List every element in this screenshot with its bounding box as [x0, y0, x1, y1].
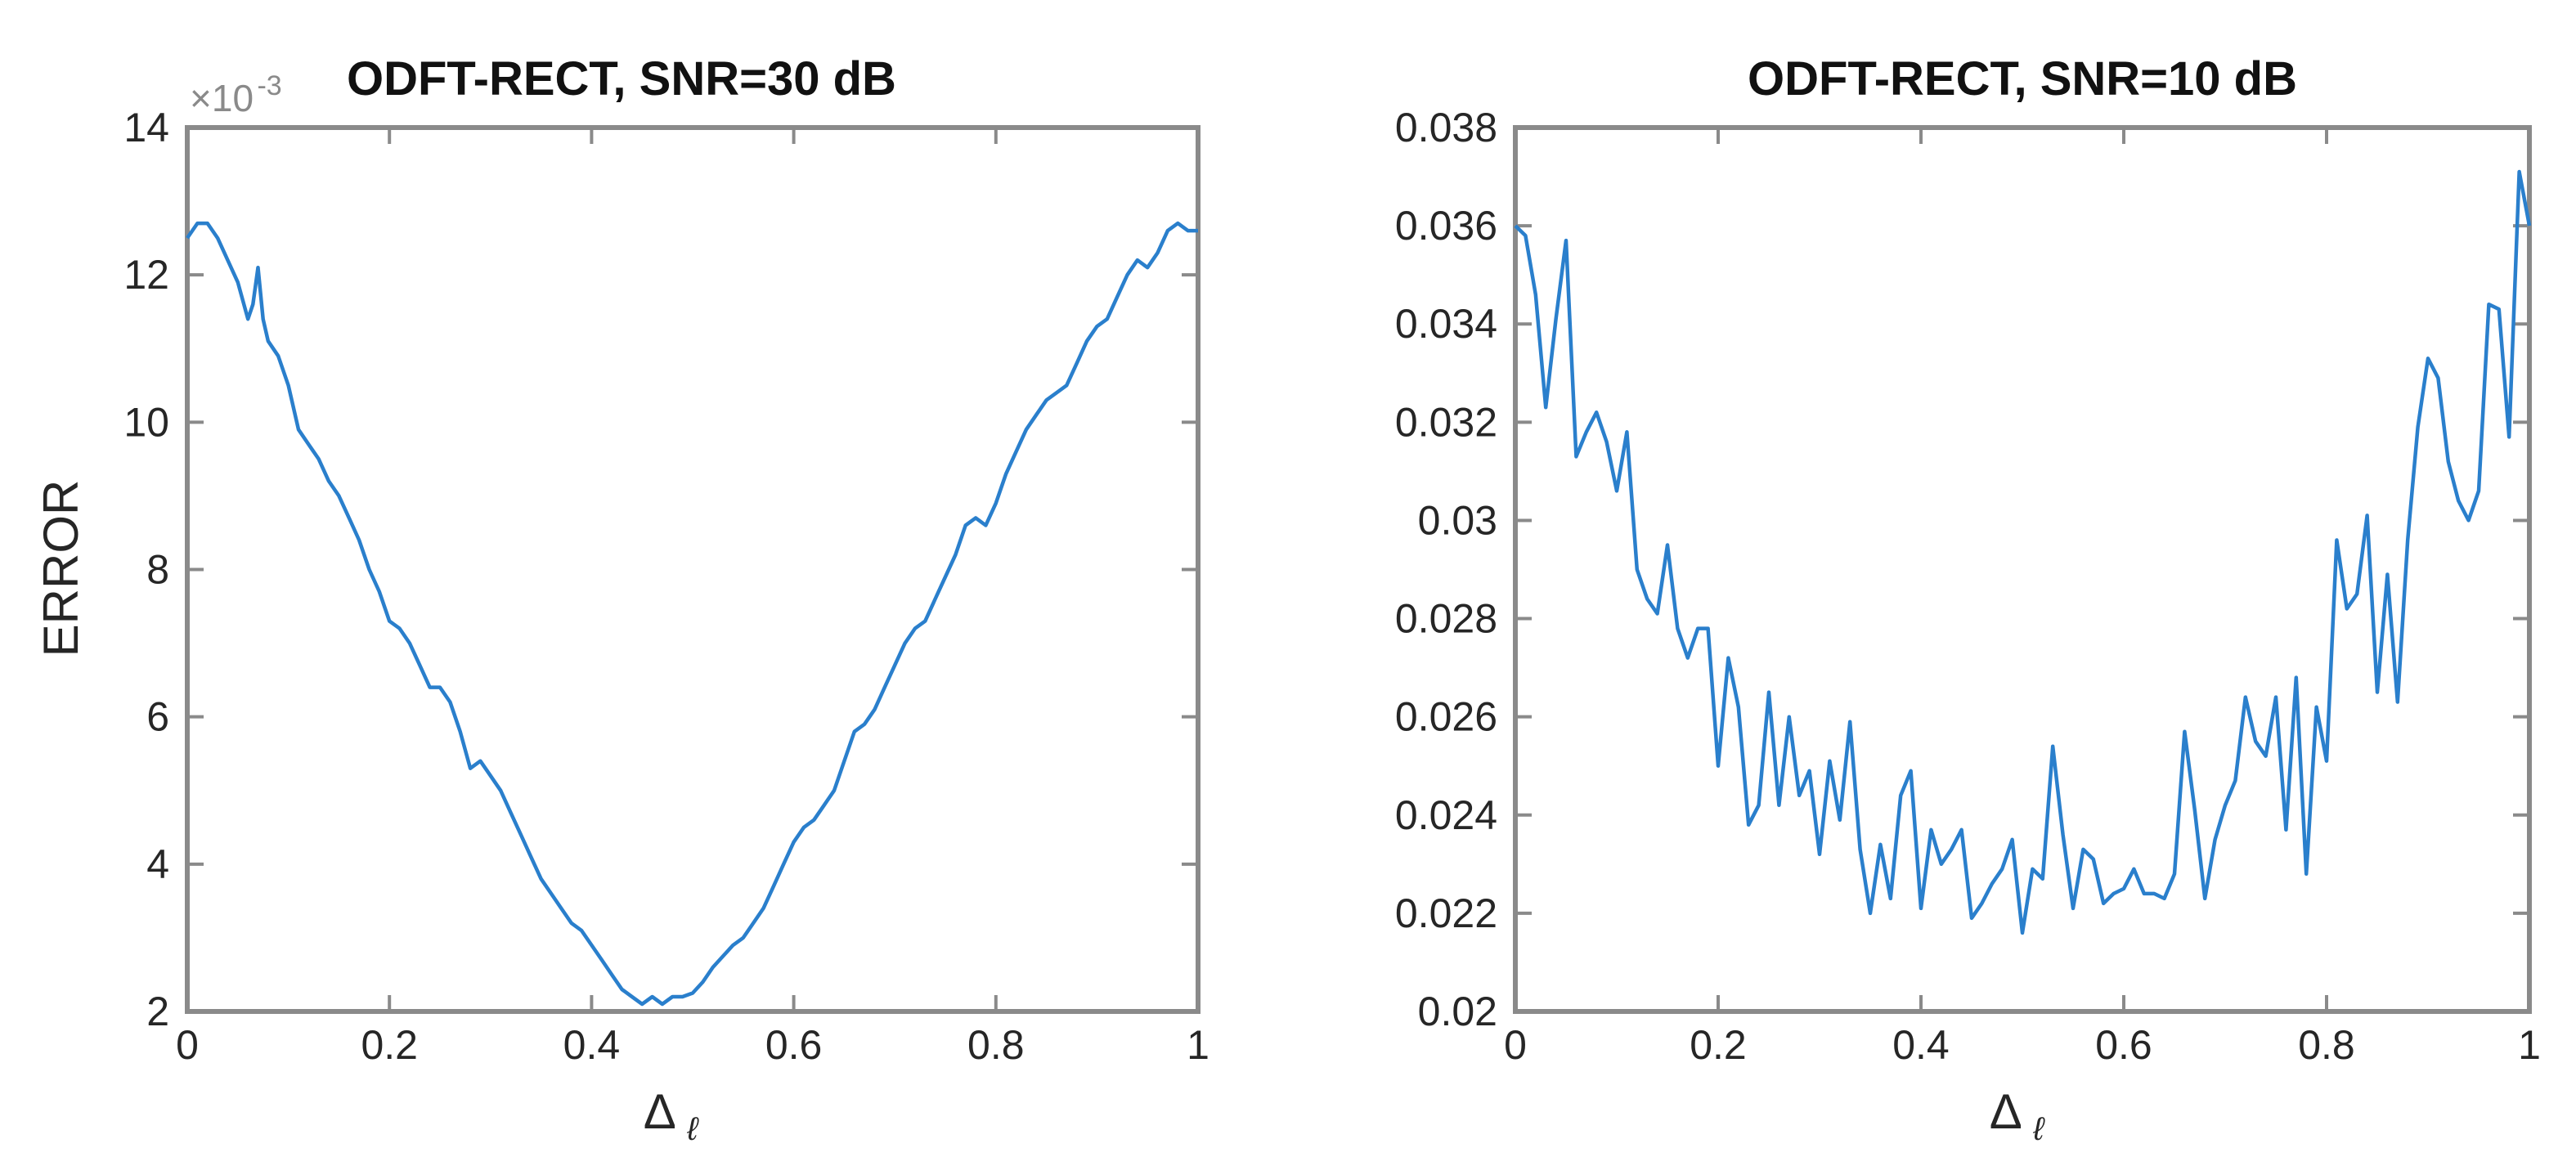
- right-x-axis-label: Δ ℓ: [1990, 1084, 2045, 1147]
- left-y-tick-label: 4: [146, 841, 169, 887]
- right-y-tick-label: 0.026: [1395, 694, 1497, 740]
- left-y-tick-label: 14: [123, 105, 169, 150]
- left-y-tick-label: 2: [146, 989, 169, 1034]
- right-tick-labels: 0 0.2 0.4 0.6 0.8 1 0.02 0.022 0.024 0.026 0.028 0.…: [1395, 105, 2541, 1068]
- right-y-tick-label: 0.036: [1395, 203, 1497, 249]
- left-x-tick-label: 0: [176, 1022, 199, 1068]
- right-x-tick-label: 0.6: [2095, 1022, 2152, 1068]
- right-x-tick-label: 0: [1504, 1022, 1527, 1068]
- left-axis-ticks: [186, 126, 1200, 1013]
- left-y-axis-label: ERROR: [34, 480, 88, 657]
- right-y-tick-label: 0.02: [1418, 989, 1497, 1034]
- right-axis-ticks: [1514, 126, 2531, 1013]
- right-chart: 0 0.2 0.4 0.6 0.8 1 0.02 0.022 0.024 0.026 0.028 0.…: [1395, 52, 2541, 1147]
- left-y-multiplier-exponent: -3: [257, 70, 281, 101]
- right-x-tick-label: 0.8: [2298, 1022, 2355, 1068]
- left-x-axis-label-main: Δ: [644, 1084, 675, 1139]
- left-x-tick-label: 0.6: [765, 1022, 823, 1068]
- right-y-tick-label: 0.038: [1395, 105, 1497, 150]
- left-plot-area: [185, 125, 1200, 1014]
- right-y-tick-label: 0.034: [1395, 301, 1497, 347]
- right-chart-title: ODFT-RECT, SNR=10 dB: [1748, 52, 2297, 105]
- right-x-axis-label-main: Δ: [1990, 1084, 2022, 1139]
- right-y-tick-label: 0.03: [1418, 497, 1497, 543]
- right-x-tick-label: 1: [2518, 1022, 2541, 1068]
- left-y-tick-label: 10: [123, 399, 169, 445]
- left-x-axis-label-subscript: ℓ: [686, 1111, 699, 1147]
- left-y-multiplier: ×10 -3: [190, 70, 282, 119]
- right-y-tick-label: 0.028: [1395, 596, 1497, 642]
- left-y-multiplier-base: ×10: [190, 77, 254, 119]
- right-plot-area: [1513, 125, 2532, 1014]
- left-x-tick-label: 0.8: [967, 1022, 1025, 1068]
- right-x-tick-label: 0.2: [1690, 1022, 1747, 1068]
- right-series-line: [1514, 169, 2532, 935]
- right-x-tick-label: 0.4: [1892, 1022, 1950, 1068]
- right-y-tick-label: 0.022: [1395, 890, 1497, 936]
- left-y-tick-label: 8: [146, 547, 169, 593]
- right-x-axis-label-subscript: ℓ: [2032, 1111, 2045, 1147]
- left-x-tick-label: 0.2: [361, 1022, 418, 1068]
- right-y-tick-label: 0.032: [1395, 399, 1497, 445]
- left-series-line: [186, 221, 1198, 1007]
- left-chart-title: ODFT-RECT, SNR=30 dB: [347, 52, 896, 105]
- right-y-tick-label: 0.024: [1395, 792, 1497, 838]
- left-y-tick-label: 12: [123, 252, 169, 298]
- left-x-axis-label: Δ ℓ: [644, 1084, 699, 1147]
- left-y-tick-label: 6: [146, 694, 169, 740]
- left-x-tick-label: 0.4: [563, 1022, 621, 1068]
- left-x-tick-label: 1: [1187, 1022, 1209, 1068]
